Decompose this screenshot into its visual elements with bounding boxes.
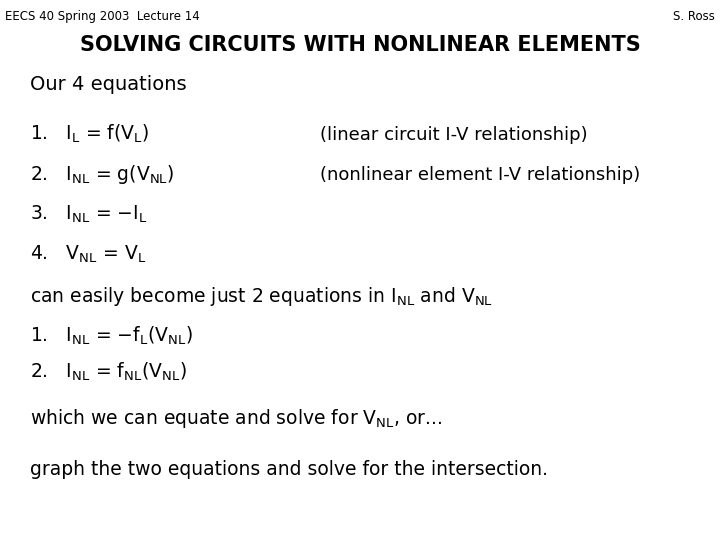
Text: 3.   $\mathregular{I_{NL}}$ = $-\mathregular{I_L}$: 3. $\mathregular{I_{NL}}$ = $-\mathregul…: [30, 204, 148, 225]
Text: Our 4 equations: Our 4 equations: [30, 75, 186, 94]
Text: (linear circuit I-V relationship): (linear circuit I-V relationship): [320, 126, 588, 144]
Text: 2.   $\mathregular{I_{NL}}$ = g($\mathregular{V_{NL}}$): 2. $\mathregular{I_{NL}}$ = g($\mathregu…: [30, 163, 174, 186]
Text: can easily become just 2 equations in $\mathregular{I_{NL}}$ and $\mathregular{V: can easily become just 2 equations in $\…: [30, 285, 493, 308]
Text: 1.   $\mathregular{I_{NL}}$ = $-\mathregular{f_L(V_{NL})}$: 1. $\mathregular{I_{NL}}$ = $-\mathregul…: [30, 325, 193, 347]
Text: graph the two equations and solve for the intersection.: graph the two equations and solve for th…: [30, 460, 548, 479]
Text: 1.   $\mathregular{I_L}$ = f($\mathregular{V_L}$): 1. $\mathregular{I_L}$ = f($\mathregular…: [30, 123, 150, 145]
Text: which we can equate and solve for $\mathregular{V_{NL}}$, or...: which we can equate and solve for $\math…: [30, 407, 442, 430]
Text: 4.   $\mathregular{V_{NL}}$ = $\mathregular{V_L}$: 4. $\mathregular{V_{NL}}$ = $\mathregula…: [30, 244, 146, 265]
Text: 2.   $\mathregular{I_{NL}}$ = $\mathregular{f_{NL}(V_{NL})}$: 2. $\mathregular{I_{NL}}$ = $\mathregula…: [30, 361, 187, 383]
Text: (nonlinear element I-V relationship): (nonlinear element I-V relationship): [320, 166, 640, 184]
Text: SOLVING CIRCUITS WITH NONLINEAR ELEMENTS: SOLVING CIRCUITS WITH NONLINEAR ELEMENTS: [80, 35, 640, 55]
Text: EECS 40 Spring 2003  Lecture 14: EECS 40 Spring 2003 Lecture 14: [5, 10, 199, 23]
Text: S. Ross: S. Ross: [673, 10, 715, 23]
